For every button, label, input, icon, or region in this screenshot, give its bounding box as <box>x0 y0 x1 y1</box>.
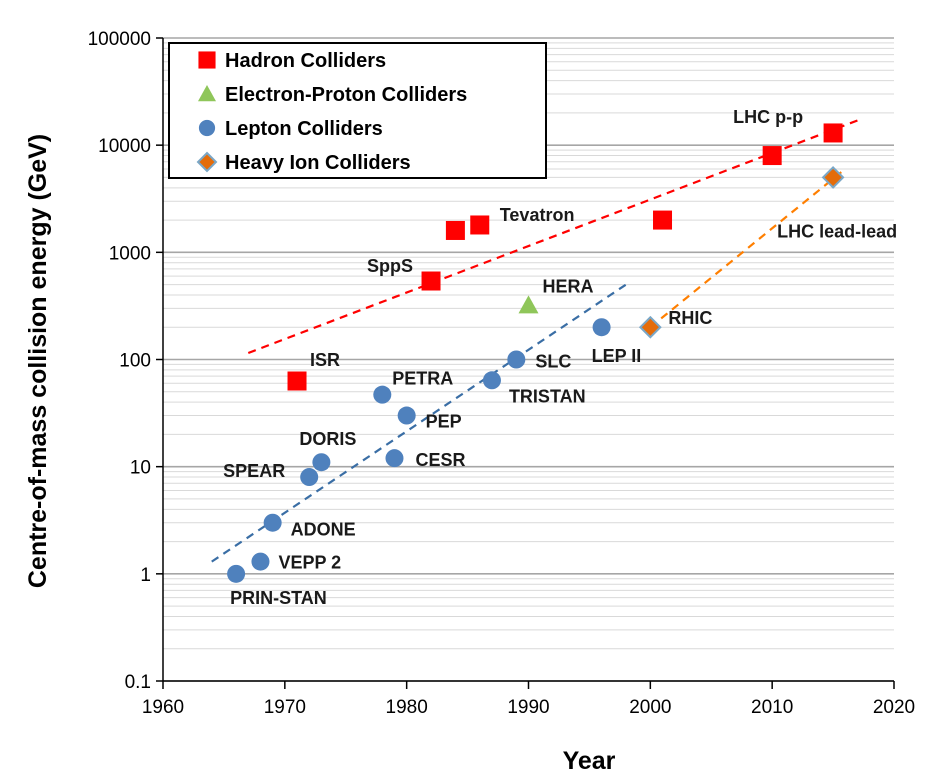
point-label: SLC <box>535 352 571 372</box>
y-tick-label: 0.1 <box>125 672 151 693</box>
legend-marker <box>198 51 215 68</box>
y-tick-label: 10000 <box>98 136 151 157</box>
y-tick-label: 1000 <box>109 243 151 264</box>
lepton-colliders-point <box>373 386 391 404</box>
x-tick-label: 1960 <box>142 697 184 718</box>
lepton-colliders-point <box>227 565 245 583</box>
collider-energy-chart: 0.1 1 10 100 1000 10000 100000 1960 1970 1980 1990… <box>0 0 939 784</box>
lepton-colliders-point <box>593 318 611 336</box>
point-label: PETRA <box>392 369 453 389</box>
lepton-colliders-point <box>312 453 330 471</box>
point-label: LHC p-p <box>733 107 803 127</box>
x-axis-title: Year <box>563 747 616 775</box>
lepton-colliders-point <box>300 468 318 486</box>
legend-label: Lepton Colliders <box>225 118 383 140</box>
point-label: RHIC <box>668 308 712 328</box>
hadron-colliders-point <box>824 123 843 142</box>
point-label: DORIS <box>299 429 356 449</box>
point-label: PRIN-STAN <box>230 588 327 608</box>
lepton-colliders-point <box>251 553 269 571</box>
lepton-colliders-point <box>483 371 501 389</box>
point-label: ISR <box>310 350 340 370</box>
heavy-ion-colliders-point <box>640 317 660 337</box>
trend-lines <box>212 120 858 561</box>
point-label: SppS <box>367 256 413 276</box>
hadron-colliders-point <box>422 272 441 291</box>
point-label: LEP II <box>592 346 642 366</box>
point-label: LHC lead-lead <box>777 221 897 241</box>
point-label: HERA <box>543 276 594 296</box>
hadron-colliders-point <box>288 372 307 391</box>
point-label: CESR <box>415 450 465 470</box>
point-label: Tevatron <box>500 205 575 225</box>
electron-proton-colliders-point <box>519 295 539 313</box>
x-tick-label: 2010 <box>751 697 793 718</box>
x-tick-label: 1970 <box>264 697 306 718</box>
y-tick-label: 1 <box>140 565 151 586</box>
y-tick-label: 100000 <box>88 29 151 50</box>
point-label: SPEAR <box>223 461 285 481</box>
point-labels: ISR SppS Tevatron LHC p-p HERA PRIN-STAN VEPP … <box>223 107 897 608</box>
trend-line <box>650 169 845 327</box>
x-tick-label: 2020 <box>873 697 915 718</box>
hadron-colliders-point <box>446 221 465 240</box>
point-label: TRISTAN <box>509 386 586 406</box>
x-tick-label: 1980 <box>386 697 428 718</box>
legend-label: Heavy Ion Colliders <box>225 152 411 174</box>
x-tick-label: 1990 <box>507 697 549 718</box>
point-label: VEPP 2 <box>278 553 341 573</box>
y-tick-label: 100 <box>119 351 151 372</box>
lepton-colliders-point <box>264 514 282 532</box>
y-tick-label: 10 <box>130 458 151 479</box>
lepton-colliders-point <box>398 407 416 425</box>
point-label: PEP <box>426 412 462 432</box>
legend: Hadron Colliders Electron-Proton Collider… <box>169 43 546 178</box>
hadron-colliders-point <box>763 146 782 165</box>
y-axis-title: Centre-of-mass collision energy (GeV) <box>24 134 52 588</box>
hadron-colliders-point <box>653 211 672 230</box>
point-label: ADONE <box>291 520 356 540</box>
legend-marker <box>199 120 215 136</box>
legend-label: Electron-Proton Colliders <box>225 84 467 106</box>
legend-label: Hadron Colliders <box>225 50 386 72</box>
lepton-colliders-point <box>507 351 525 369</box>
x-tick-label: 2000 <box>629 697 671 718</box>
hadron-colliders-point <box>470 215 489 234</box>
lepton-colliders-point <box>385 449 403 467</box>
